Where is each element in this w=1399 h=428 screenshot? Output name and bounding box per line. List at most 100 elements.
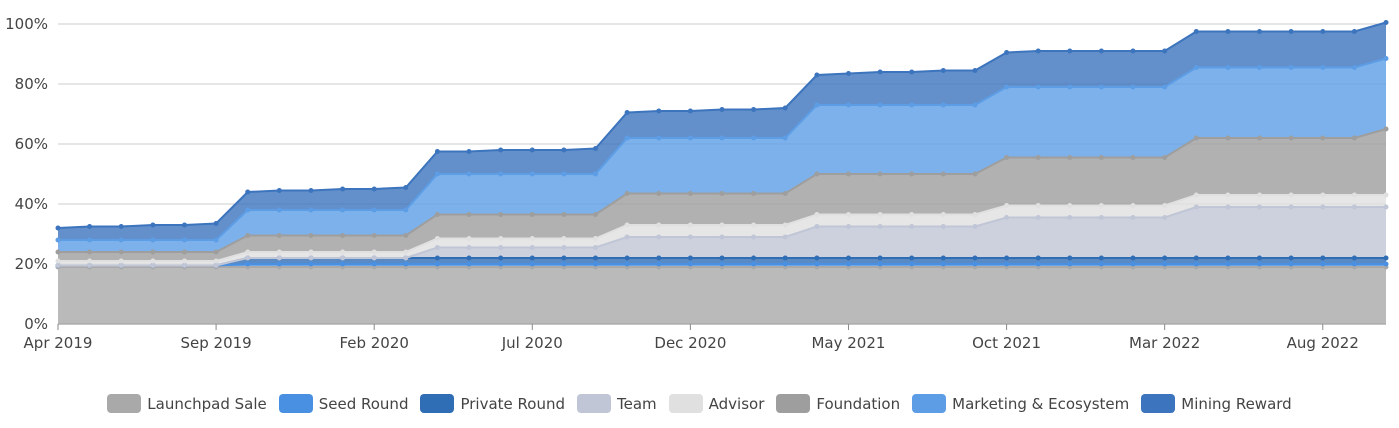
data-point bbox=[498, 255, 504, 261]
data-point bbox=[529, 255, 535, 261]
data-point bbox=[593, 171, 598, 177]
x-tick-label: Aug 2022 bbox=[1287, 334, 1359, 352]
y-tick-label: 80% bbox=[15, 75, 48, 93]
data-point bbox=[624, 255, 630, 261]
data-point bbox=[213, 221, 219, 226]
data-point bbox=[1383, 261, 1389, 267]
series-area-7 bbox=[58, 22, 1386, 240]
series-area-4 bbox=[58, 195, 1386, 266]
data-point bbox=[624, 234, 630, 240]
data-point bbox=[1351, 135, 1357, 141]
legend-item[interactable]: Private Round bbox=[420, 394, 565, 413]
data-point bbox=[498, 236, 504, 241]
data-point bbox=[529, 261, 535, 267]
legend-item[interactable]: Mining Reward bbox=[1141, 394, 1292, 413]
legend-item[interactable]: Advisor bbox=[668, 394, 764, 413]
data-point bbox=[371, 249, 377, 255]
data-point bbox=[687, 255, 693, 261]
data-point bbox=[782, 191, 788, 196]
data-point bbox=[1193, 65, 1199, 70]
data-point bbox=[814, 171, 820, 177]
data-point bbox=[909, 102, 915, 108]
data-point bbox=[846, 171, 851, 177]
data-point bbox=[561, 171, 567, 177]
data-point bbox=[1035, 203, 1041, 208]
y-tick-label: 60% bbox=[15, 135, 48, 153]
data-point bbox=[1004, 84, 1010, 90]
data-point bbox=[1130, 155, 1136, 160]
legend-swatch bbox=[912, 394, 947, 413]
data-point bbox=[846, 71, 851, 76]
data-point bbox=[1004, 155, 1010, 160]
data-point bbox=[118, 224, 124, 229]
series-area-6 bbox=[58, 58, 1386, 252]
data-point bbox=[466, 149, 472, 154]
data-point bbox=[1225, 192, 1231, 198]
data-point bbox=[814, 72, 820, 78]
x-tick-label: Mar 2022 bbox=[1129, 334, 1200, 352]
x-tick-label: Feb 2020 bbox=[339, 334, 409, 352]
legend-swatch bbox=[420, 394, 455, 413]
data-point bbox=[719, 107, 725, 112]
data-point bbox=[466, 261, 472, 267]
data-point bbox=[1257, 204, 1262, 210]
data-point bbox=[1351, 29, 1357, 34]
data-point bbox=[87, 258, 93, 264]
data-point bbox=[371, 207, 377, 213]
data-point bbox=[1288, 65, 1294, 70]
legend-item[interactable]: Launchpad Sale bbox=[107, 394, 267, 413]
data-point bbox=[940, 255, 946, 261]
data-point bbox=[1162, 48, 1168, 54]
data-point bbox=[561, 236, 567, 241]
data-point bbox=[782, 255, 788, 261]
data-point bbox=[1067, 215, 1073, 220]
data-point bbox=[1130, 261, 1136, 267]
data-point bbox=[1098, 255, 1104, 261]
data-point bbox=[593, 236, 598, 241]
data-point bbox=[118, 237, 124, 243]
data-point bbox=[213, 263, 219, 268]
data-point bbox=[55, 225, 61, 231]
data-point bbox=[846, 224, 851, 229]
data-point bbox=[1067, 84, 1073, 90]
data-point bbox=[719, 222, 725, 228]
data-point bbox=[687, 108, 693, 114]
data-point bbox=[1035, 155, 1041, 160]
data-point bbox=[1004, 203, 1010, 208]
data-point bbox=[213, 258, 219, 264]
data-point bbox=[182, 249, 187, 255]
data-point bbox=[593, 261, 598, 267]
data-point bbox=[909, 261, 915, 267]
data-point bbox=[909, 255, 915, 261]
legend-item[interactable]: Team bbox=[577, 394, 657, 413]
data-point bbox=[656, 191, 662, 196]
data-point bbox=[434, 236, 440, 241]
data-point bbox=[1193, 255, 1199, 261]
data-point bbox=[1130, 48, 1136, 54]
data-point bbox=[1067, 155, 1073, 160]
data-point bbox=[624, 135, 630, 141]
x-tick-label: Oct 2021 bbox=[972, 334, 1041, 352]
data-point bbox=[276, 249, 282, 255]
legend-item[interactable]: Marketing & Ecosystem bbox=[912, 394, 1129, 413]
data-point bbox=[1130, 203, 1136, 208]
legend-item[interactable]: Seed Round bbox=[278, 394, 408, 413]
data-point bbox=[1004, 255, 1010, 261]
data-point bbox=[656, 261, 662, 267]
data-point bbox=[87, 263, 93, 268]
data-point bbox=[814, 224, 820, 229]
data-point bbox=[940, 212, 946, 217]
data-point bbox=[498, 147, 504, 153]
data-point bbox=[1257, 192, 1262, 198]
data-point bbox=[561, 261, 567, 267]
legend-item[interactable]: Foundation bbox=[776, 394, 900, 413]
data-point bbox=[561, 212, 567, 217]
data-point bbox=[1320, 255, 1326, 261]
data-point bbox=[1004, 215, 1010, 220]
data-point bbox=[972, 224, 978, 229]
data-point bbox=[1257, 29, 1262, 34]
data-point bbox=[276, 207, 282, 213]
data-point bbox=[1004, 50, 1010, 55]
data-point bbox=[529, 212, 535, 217]
data-point bbox=[1225, 135, 1231, 141]
